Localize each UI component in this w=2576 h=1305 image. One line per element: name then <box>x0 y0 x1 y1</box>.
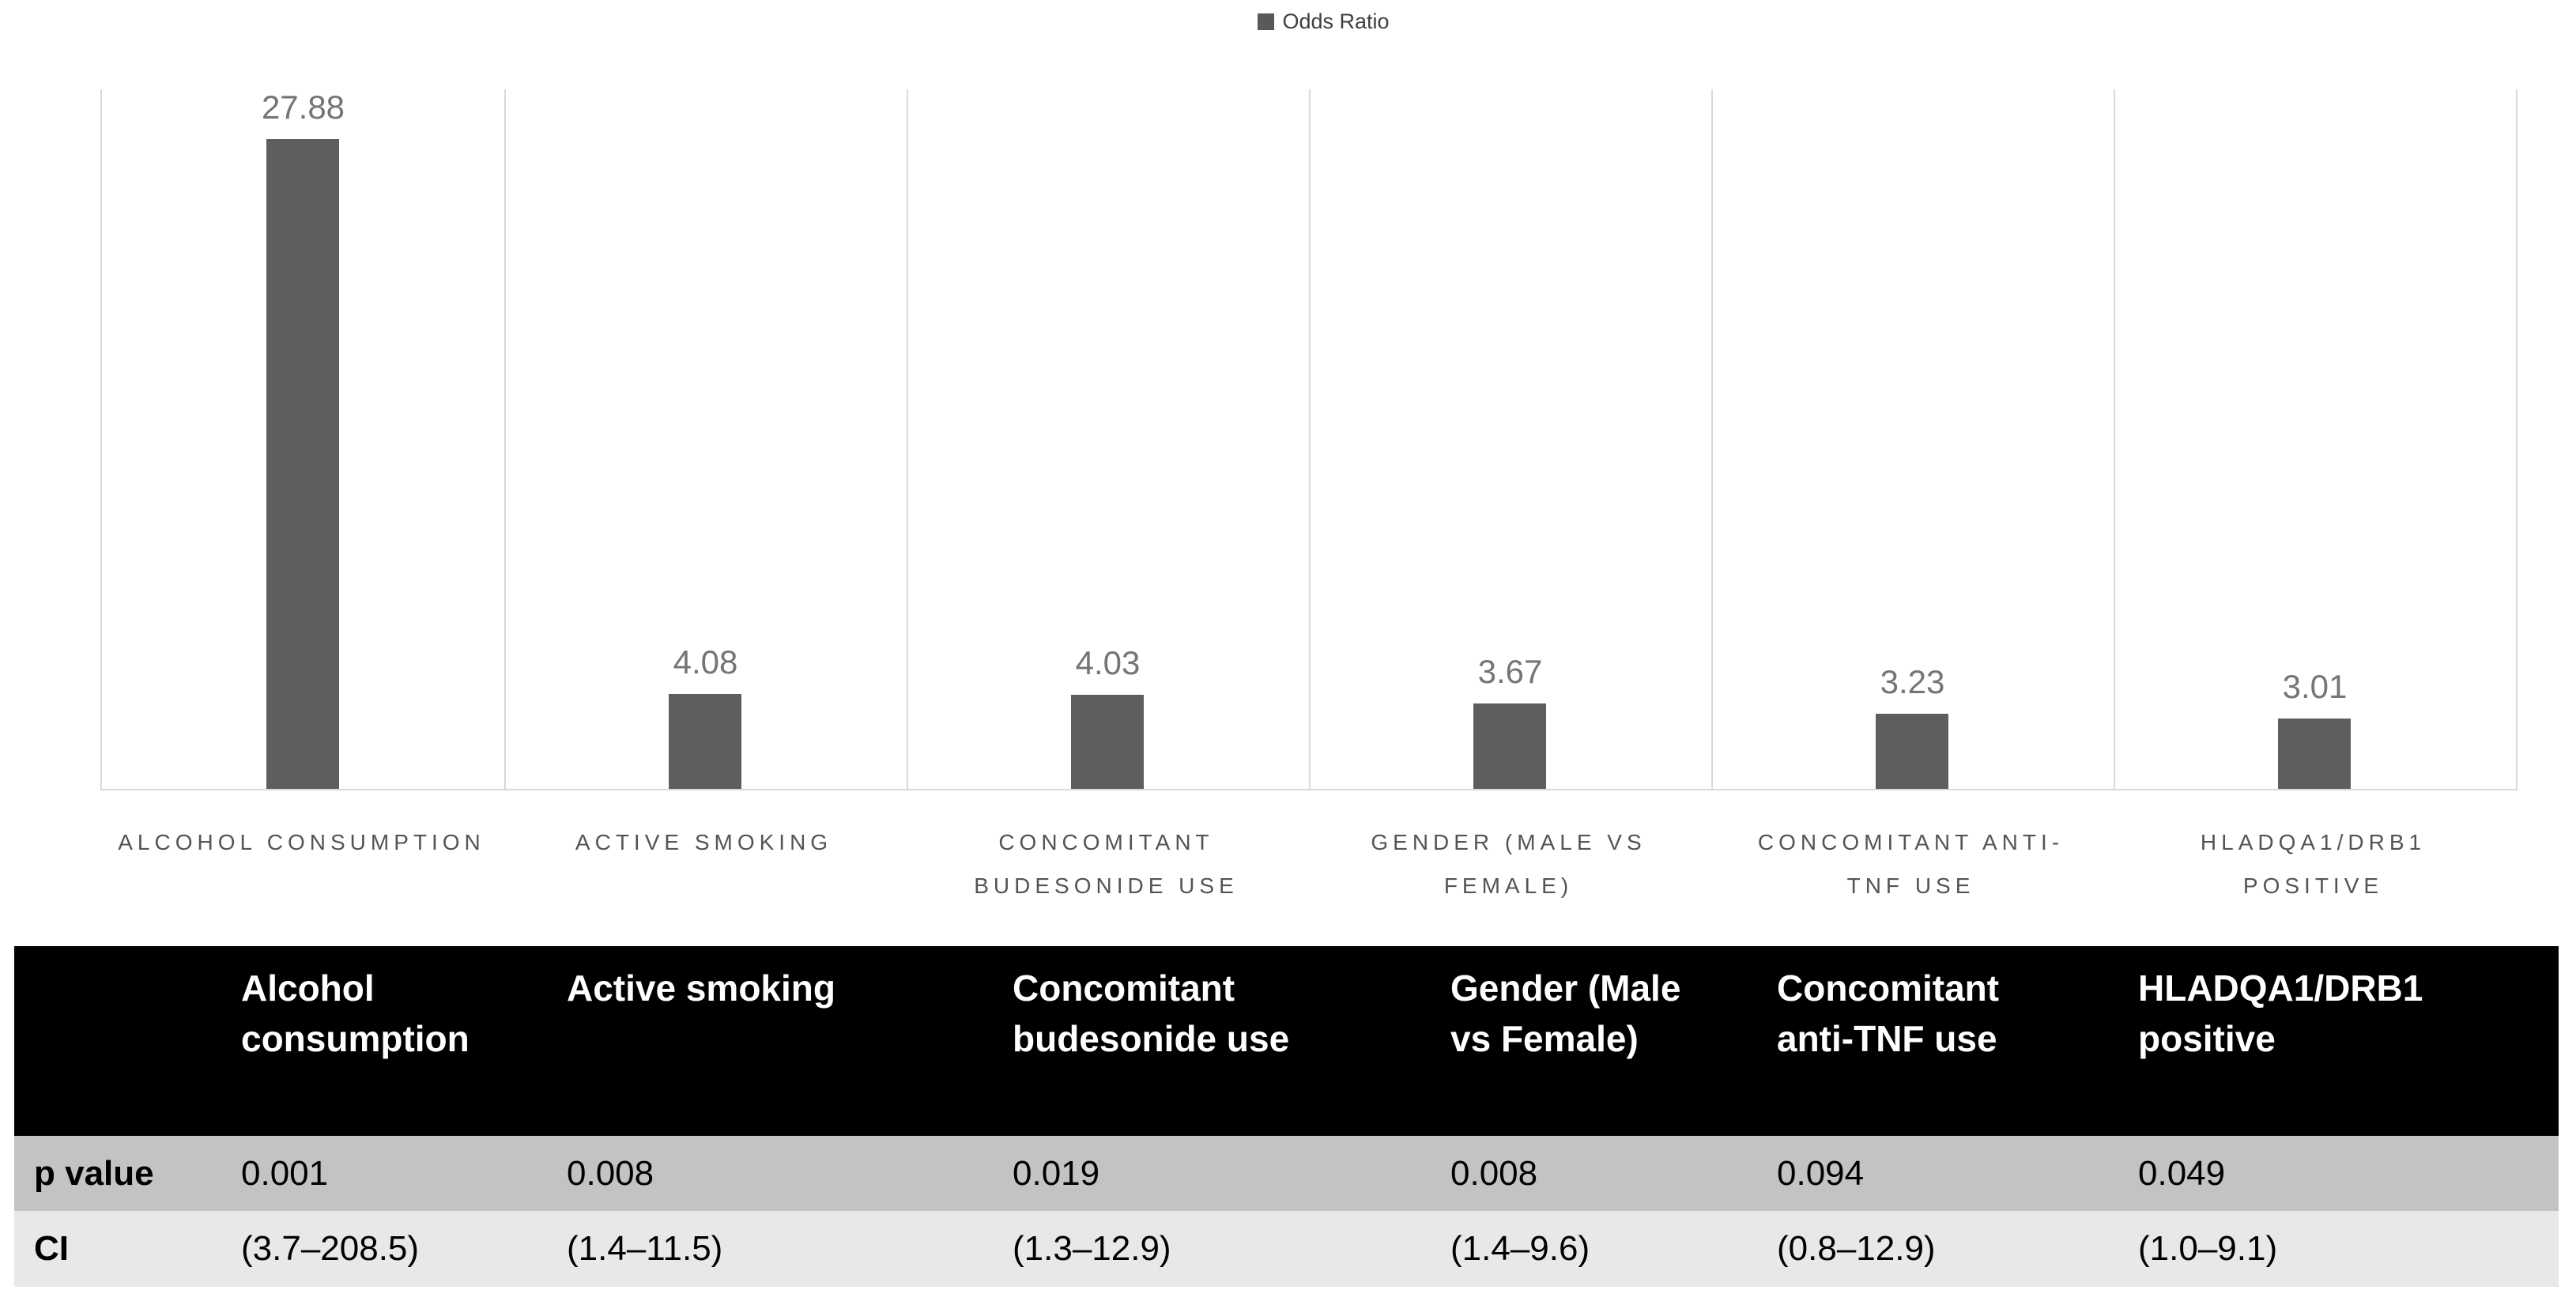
table-cell: 0.019 <box>993 1136 1431 1211</box>
table-header-cell: Alcohol consumption <box>221 946 547 1136</box>
table-header-cell: Gender (Male vs Female) <box>1431 946 1757 1136</box>
table-cell: (1.4–11.5) <box>547 1211 993 1287</box>
bar-chart-plot-area: 27.88 4.08 4.03 3.67 3.23 3.01 <box>100 89 2518 790</box>
legend-series-label: Odds Ratio <box>1282 9 1390 33</box>
table-header-cell-empty <box>14 946 221 1136</box>
bar-value-label: 4.08 <box>673 643 738 681</box>
table-cell: (1.0–9.1) <box>2118 1211 2559 1287</box>
table-cell: 0.008 <box>1431 1136 1757 1211</box>
category-label: CONCOMITANT ANTI- TNF USE <box>1757 830 2065 898</box>
category-label: ALCOHOL CONSUMPTION <box>118 830 485 854</box>
legend-series-marker-icon <box>1258 13 1275 30</box>
table-cell: (3.7–208.5) <box>221 1211 547 1287</box>
table-header-cell: Concomitant budesonide use <box>993 946 1431 1136</box>
bar-value-label: 3.67 <box>1477 652 1543 690</box>
table-row-label: CI <box>14 1211 221 1287</box>
table-cell: 0.094 <box>1757 1136 2118 1211</box>
table-cell: 0.001 <box>221 1136 547 1211</box>
bar-active-smoking <box>669 693 741 789</box>
gridline <box>1711 89 1713 789</box>
table-header-cell: Active smoking <box>547 946 993 1136</box>
table-cell: 0.008 <box>547 1136 993 1211</box>
chart-legend: Odds Ratio <box>36 9 2576 34</box>
gridline <box>504 89 506 789</box>
table-cell: (1.3–12.9) <box>993 1211 1431 1287</box>
gridline <box>2114 89 2115 789</box>
results-table: Alcohol consumption Active smoking Conco… <box>14 946 2559 1287</box>
category-label: CONCOMITANT BUDESONIDE USE <box>974 830 1239 898</box>
category-label: GENDER (MALE VS FEMALE) <box>1371 830 1646 898</box>
category-label: ACTIVE SMOKING <box>575 830 833 854</box>
category-label: HLADQA1/DRB1 POSITIVE <box>2200 830 2427 898</box>
bar-value-label: 27.88 <box>261 88 345 126</box>
table-header-cell: Concomitant anti-TNF use <box>1757 946 2118 1136</box>
table-cell: 0.049 <box>2118 1136 2559 1211</box>
bar-value-label: 3.01 <box>2282 668 2348 706</box>
table-cell: (1.4–9.6) <box>1431 1211 1757 1287</box>
table-row-label: p value <box>14 1136 221 1211</box>
table-header-cell: HLADQA1/DRB1 positive <box>2118 946 2559 1136</box>
bar-concomitant-anti-tnf-use <box>1876 713 1948 789</box>
gridline <box>1309 89 1311 789</box>
bar-value-label: 4.03 <box>1075 644 1141 682</box>
bar-value-label: 3.23 <box>1880 662 1945 700</box>
bar-alcohol-consumption <box>266 138 339 789</box>
table-cell: (0.8–12.9) <box>1757 1211 2118 1287</box>
bar-gender-male-vs-female <box>1473 703 1546 789</box>
bar-hladqa1-drb1-positive <box>2278 719 2351 789</box>
bar-concomitant-budesonide-use <box>1071 695 1144 789</box>
gridline <box>907 89 908 789</box>
